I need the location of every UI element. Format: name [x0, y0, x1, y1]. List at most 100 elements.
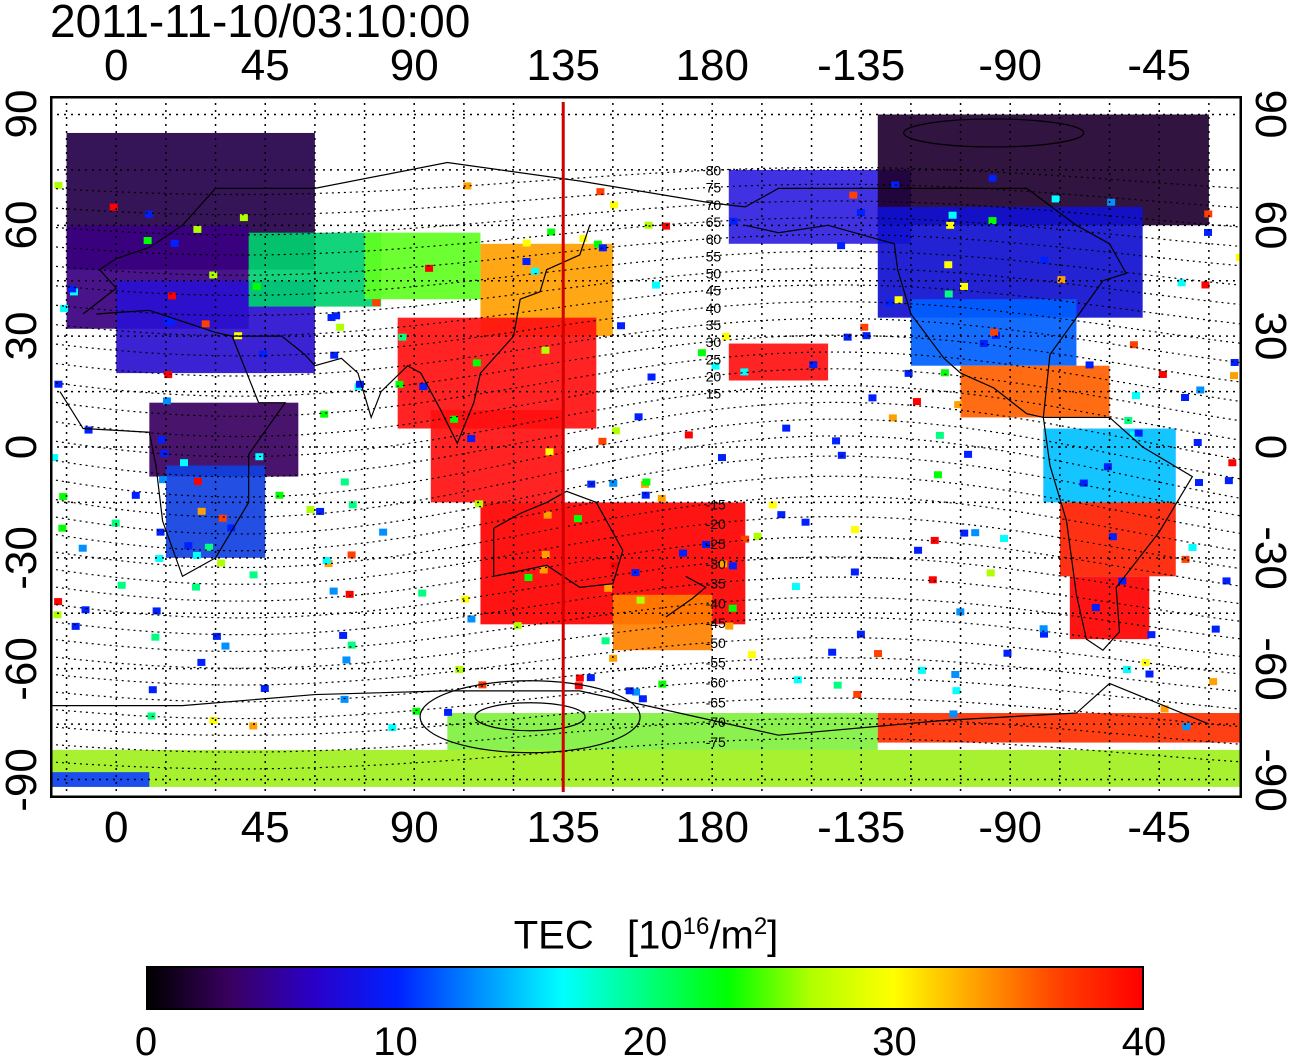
contour-line	[49, 200, 1243, 236]
coastline	[50, 682, 1210, 736]
tec-pixel	[372, 299, 381, 307]
tec-pixel	[1204, 210, 1213, 218]
contour-label: 20	[706, 368, 722, 384]
contour-line	[49, 616, 1243, 669]
tec-pixel	[574, 682, 583, 690]
tec-pixel	[793, 676, 802, 684]
colorbar-unit-base: 10	[638, 913, 683, 958]
tec-pixel	[1085, 361, 1094, 369]
tec-pixel	[1230, 372, 1239, 380]
tec-pixel	[58, 524, 67, 532]
tec-pixel	[828, 648, 837, 656]
tec-pixel	[948, 211, 957, 219]
tec-pixel	[478, 681, 487, 689]
tec-pixel	[54, 598, 63, 606]
tec-pixel	[155, 554, 164, 562]
tec-pixel	[849, 191, 858, 199]
contour-label: -30	[706, 556, 726, 572]
tec-pixel	[598, 437, 607, 445]
pole-contour	[419, 680, 641, 754]
tec-pixel	[218, 514, 227, 522]
tec-pixel	[1057, 276, 1066, 284]
tec-pixel	[1123, 665, 1132, 673]
tec-pixel	[1194, 479, 1203, 487]
tec-pixel	[964, 450, 973, 458]
tec-pixel	[959, 282, 968, 290]
coastline	[59, 309, 287, 578]
tec-pixel	[596, 188, 605, 196]
tec-pixel	[1040, 630, 1049, 638]
colorbar-unit-exp: 16	[682, 913, 710, 940]
tec-pixel	[541, 346, 550, 354]
contour-line	[49, 657, 1243, 703]
tec-pixel	[988, 174, 997, 182]
timestamp-title: 2011-11-10/03:10:00	[50, 0, 471, 47]
latitude-tick: 60	[1246, 200, 1292, 250]
tec-pixel	[260, 685, 269, 693]
latitude-tick: 30	[0, 311, 46, 361]
tec-pixel	[467, 435, 476, 443]
tec-pixel	[791, 583, 800, 591]
tec-pixel	[1145, 670, 1154, 678]
contour-label: 80	[706, 162, 722, 178]
tec-pixel	[1003, 649, 1012, 657]
tec-pixel	[586, 674, 595, 682]
tec-pixel	[395, 380, 404, 388]
contour-label: -50	[706, 635, 726, 651]
contour-label: 30	[706, 334, 722, 350]
tec-pixel	[741, 535, 750, 543]
contour-label: 50	[706, 265, 722, 281]
colorbar-title-text: TEC	[513, 913, 594, 958]
tec-pixel	[164, 371, 173, 379]
contour-label: 15	[706, 386, 722, 402]
tec-pixel	[201, 320, 210, 328]
tec-pixel	[54, 380, 63, 388]
tec-pixel	[461, 595, 470, 603]
tec-pixel	[885, 299, 894, 307]
tec-pixel	[914, 546, 923, 554]
contour-line	[49, 166, 1243, 196]
tec-pixel	[327, 314, 336, 322]
tec-pixel	[851, 526, 860, 534]
tec-pixel	[935, 431, 944, 439]
tec-pixel	[275, 491, 284, 499]
tec-pixel	[611, 427, 620, 435]
tec-pixel	[197, 507, 206, 515]
tec-pixel	[1230, 358, 1239, 366]
contour-label: 55	[706, 248, 722, 264]
tec-pixel	[940, 369, 949, 377]
contour-line	[49, 475, 1243, 552]
tec-pixel	[837, 451, 846, 459]
tec-pixel	[1181, 394, 1190, 402]
longitude-tick: 180	[675, 41, 749, 90]
tec-pixel	[166, 318, 175, 326]
contour-line	[49, 351, 1243, 417]
tec-pixel	[573, 515, 582, 523]
tec-pixel	[843, 333, 852, 341]
contour-line	[49, 596, 1243, 653]
tec-pixel	[604, 584, 613, 592]
contour-line	[49, 385, 1243, 458]
tec-pixel	[54, 181, 63, 189]
tec-pixel	[1091, 603, 1100, 611]
tec-pixel	[986, 569, 995, 577]
tec-pixel	[725, 622, 734, 630]
tec-pixel	[1193, 438, 1202, 446]
contour-label: 45	[706, 283, 722, 299]
latitude-tick: -60	[0, 636, 46, 701]
tec-pixel	[729, 217, 738, 225]
tec-pixel	[1108, 533, 1117, 541]
tec-pixel	[467, 615, 476, 623]
tec-pixel	[1196, 386, 1205, 394]
tec-pixel	[719, 560, 728, 568]
magnetic-latitude-contours	[49, 118, 1243, 770]
tec-pixel	[332, 312, 341, 320]
tec-pixel	[601, 637, 610, 645]
contour-label: -55	[706, 655, 726, 671]
longitude-tick: 0	[103, 803, 129, 852]
coastlines	[50, 161, 1210, 736]
tec-pixel	[221, 642, 230, 650]
coastline	[665, 575, 707, 618]
tec-pixel	[949, 710, 958, 718]
